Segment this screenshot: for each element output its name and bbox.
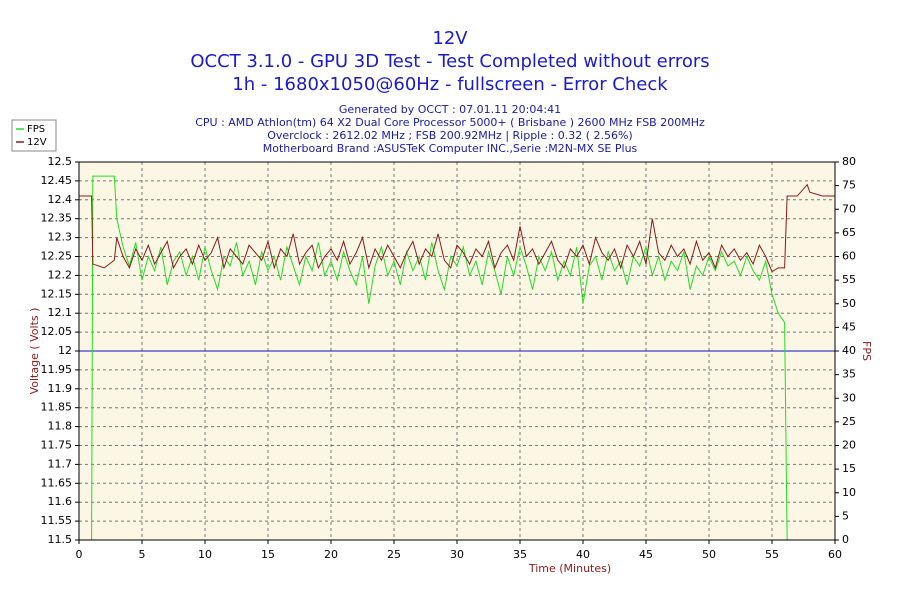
y-tick-label: 12.45 <box>41 174 73 187</box>
y2-tick-label: 25 <box>842 415 856 428</box>
y-tick-label: 12.25 <box>41 250 73 263</box>
y-tick-label: 11.95 <box>41 363 73 376</box>
y-tick-label: 12.5 <box>48 155 73 168</box>
legend-label: 12V <box>27 137 47 148</box>
x-tick-label: 50 <box>702 548 716 561</box>
x-tick-label: 35 <box>513 548 527 561</box>
y2-tick-label: 65 <box>842 226 856 239</box>
x-tick-label: 45 <box>639 548 653 561</box>
x-tick-label: 40 <box>576 548 590 561</box>
y-tick-label: 12.35 <box>41 212 73 225</box>
y2-tick-label: 35 <box>842 368 856 381</box>
y-tick-label: 11.5 <box>48 533 73 546</box>
y2-tick-label: 50 <box>842 297 856 310</box>
y-tick-label: 11.9 <box>48 382 73 395</box>
y2-tick-label: 45 <box>842 320 856 333</box>
y2-tick-label: 10 <box>842 486 856 499</box>
y2-tick-label: 55 <box>842 273 856 286</box>
y-tick-label: 11.75 <box>41 439 73 452</box>
x-axis-label: Time (Minutes) <box>528 562 611 575</box>
data-line <box>79 175 835 541</box>
legend-label: FPS <box>27 124 45 135</box>
x-tick-label: 55 <box>765 548 779 561</box>
info-line: Motherboard Brand :ASUSTeK Computer INC.… <box>263 142 638 155</box>
x-tick-label: 0 <box>76 548 83 561</box>
y2-tick-label: 60 <box>842 250 856 263</box>
y2-axis-label: FPS <box>860 341 873 361</box>
y2-tick-label: 70 <box>842 202 856 215</box>
y-tick-label: 11.85 <box>41 401 73 414</box>
x-tick-label: 15 <box>261 548 275 561</box>
y2-tick-label: 30 <box>842 391 856 404</box>
y-axis-label: Voltage ( Volts ) <box>28 308 41 395</box>
y2-tick-label: 15 <box>842 462 856 475</box>
y2-tick-label: 40 <box>842 344 856 357</box>
x-tick-label: 5 <box>139 548 146 561</box>
y-tick-label: 11.65 <box>41 476 73 489</box>
plot-frame <box>78 161 836 541</box>
chart-subtitle: 1h - 1680x1050@60Hz - fullscreen - Error… <box>232 74 668 95</box>
y2-tick-label: 80 <box>842 155 856 168</box>
x-tick-label: 10 <box>198 548 212 561</box>
y-tick-label: 11.6 <box>48 495 73 508</box>
y-tick-label: 11.55 <box>41 514 73 527</box>
y2-tick-label: 20 <box>842 439 856 452</box>
y-tick-label: 11.7 <box>48 457 73 470</box>
x-tick-label: 20 <box>324 548 338 561</box>
x-tick-label: 60 <box>828 548 842 561</box>
y-tick-label: 11.8 <box>48 420 73 433</box>
chart-title: 12V <box>432 28 468 49</box>
y2-tick-label: 75 <box>842 179 856 192</box>
info-line: Generated by OCCT : 07.01.11 20:04:41 <box>339 103 561 116</box>
y2-tick-label: 5 <box>842 509 849 522</box>
y-tick-label: 12.15 <box>41 287 73 300</box>
info-line: Overclock : 2612.02 MHz ; FSB 200.92MHz … <box>267 129 632 142</box>
info-line: CPU : AMD Athlon(tm) 64 X2 Dual Core Pro… <box>195 116 705 129</box>
y-tick-label: 12.05 <box>41 325 73 338</box>
y-tick-label: 12.3 <box>48 231 73 244</box>
y-tick-label: 12.2 <box>48 268 73 281</box>
x-tick-label: 25 <box>387 548 401 561</box>
data-line <box>79 183 835 273</box>
chart-subtitle: OCCT 3.1.0 - GPU 3D Test - Test Complete… <box>190 51 709 72</box>
y-tick-label: 12.1 <box>48 306 73 319</box>
x-tick-label: 30 <box>450 548 464 561</box>
y-tick-label: 12 <box>58 344 72 357</box>
y-tick-label: 12.4 <box>48 193 73 206</box>
y2-tick-label: 0 <box>842 533 849 546</box>
legend-box <box>11 119 57 152</box>
